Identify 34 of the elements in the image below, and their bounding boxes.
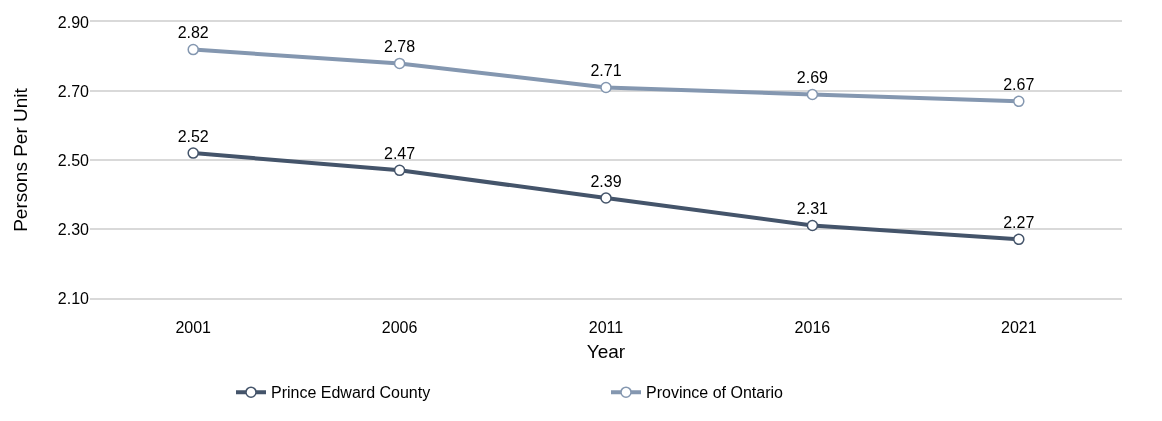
x-tick-label: 2001 <box>175 318 212 336</box>
x-tick-label: 2016 <box>794 318 831 336</box>
text: 2.90 <box>57 13 89 31</box>
text: 2.30 <box>57 220 89 238</box>
data-label: 2.52 <box>177 127 209 145</box>
point <box>806 88 819 101</box>
data-label: 2.82 <box>177 24 209 42</box>
point <box>806 219 819 232</box>
x-tick-label: 2011 <box>588 318 624 336</box>
data-label: 2.67 <box>1003 76 1035 94</box>
data-label: 2.27 <box>1003 214 1035 232</box>
point <box>393 164 406 177</box>
data-label: 2.39 <box>590 172 622 190</box>
x-tick-label: 2006 <box>381 318 418 336</box>
data-label: 2.71 <box>590 62 622 80</box>
point <box>187 147 199 159</box>
data-label: 2.31 <box>796 200 829 218</box>
legend-label: Province of Ontario <box>646 384 784 402</box>
text: 2.10 <box>57 289 89 307</box>
legend-label: Prince Edward County <box>271 384 431 402</box>
point <box>393 57 406 70</box>
x-tick-label: 2021 <box>1001 318 1037 336</box>
y-axis-title: Persons Per Unit <box>9 87 31 232</box>
point <box>1013 95 1025 108</box>
x-axis-title: Year <box>586 341 626 363</box>
data-label: 2.47 <box>384 145 416 163</box>
data-label: 2.78 <box>384 38 416 56</box>
point <box>600 81 612 94</box>
data-label: 2.69 <box>796 69 829 87</box>
text: 2.50 <box>57 151 89 169</box>
point <box>187 43 199 56</box>
point <box>600 192 612 204</box>
text: 2.70 <box>57 82 89 100</box>
point <box>1013 233 1025 246</box>
